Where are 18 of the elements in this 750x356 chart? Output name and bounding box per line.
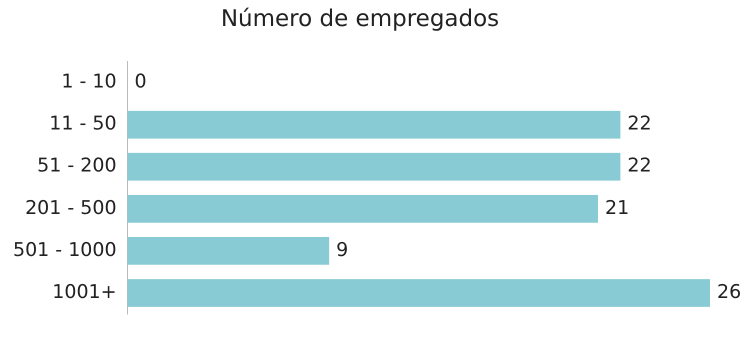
bar — [128, 110, 620, 139]
y-tick-label: 1 - 10 — [61, 70, 117, 93]
data-label: 0 — [134, 70, 147, 93]
bar — [128, 152, 620, 181]
data-label: 9 — [336, 238, 348, 261]
data-label: 22 — [627, 154, 652, 177]
y-tick-label: 11 - 50 — [49, 112, 117, 135]
y-tick-label: 201 - 500 — [25, 196, 117, 219]
y-tick-label: 1001+ — [52, 280, 117, 303]
data-label: 21 — [604, 196, 630, 219]
data-label: 22 — [627, 112, 652, 135]
chart-title: Número de empregados — [220, 6, 500, 32]
data-label: 26 — [717, 280, 742, 303]
bar — [128, 279, 710, 307]
y-tick-label: 51 - 200 — [37, 154, 117, 177]
bar — [128, 237, 330, 265]
bar — [128, 194, 598, 223]
y-tick-label: 501 - 1000 — [12, 238, 117, 261]
